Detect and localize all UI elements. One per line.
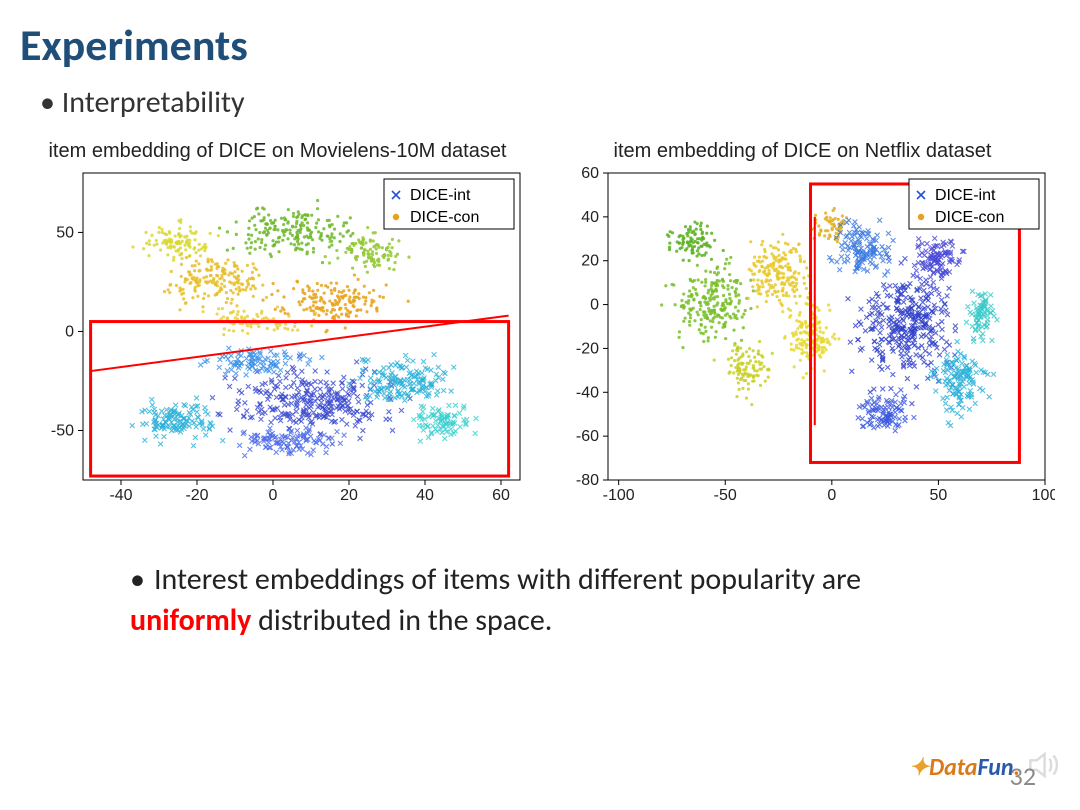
svg-text:-80: -80 bbox=[576, 472, 599, 489]
svg-text:40: 40 bbox=[581, 209, 599, 226]
chart-left-title: item embedding of DICE on Movielens-10M … bbox=[20, 140, 535, 163]
svg-text:0: 0 bbox=[827, 487, 836, 504]
logo-part-a: Data bbox=[929, 753, 978, 782]
svg-text:DICE-int: DICE-int bbox=[935, 187, 996, 204]
svg-text:20: 20 bbox=[340, 487, 358, 504]
svg-text:20: 20 bbox=[581, 253, 599, 270]
svg-text:-50: -50 bbox=[714, 487, 737, 504]
svg-text:0: 0 bbox=[269, 487, 278, 504]
svg-text:DICE-con: DICE-con bbox=[935, 209, 1004, 226]
svg-text:-50: -50 bbox=[51, 422, 74, 439]
svg-text:60: 60 bbox=[492, 487, 510, 504]
logo-part-b: Fun bbox=[977, 753, 1013, 782]
chart-right-wrap: item embedding of DICE on Netflix datase… bbox=[545, 140, 1060, 520]
bullet-interpretability: Interpretability bbox=[40, 84, 245, 121]
datafun-logo: ✦DataFun. bbox=[909, 753, 1020, 782]
svg-text:-60: -60 bbox=[576, 428, 599, 445]
page-number: 32 bbox=[1010, 760, 1036, 792]
svg-text:0: 0 bbox=[65, 323, 74, 340]
svg-text:-20: -20 bbox=[576, 340, 599, 357]
svg-text:40: 40 bbox=[416, 487, 434, 504]
svg-text:100: 100 bbox=[1032, 487, 1055, 504]
slide-title: Experiments bbox=[20, 18, 248, 72]
conclusion-suffix: distributed in the space. bbox=[251, 602, 552, 639]
svg-text:60: 60 bbox=[581, 167, 599, 182]
svg-text:50: 50 bbox=[930, 487, 948, 504]
scatter-plot-left: -40 -20 0 20 40 60 -50 0 50 DICE-int DICE-con bbox=[25, 167, 530, 512]
conclusion-text: •Interest embeddings of items with diffe… bbox=[130, 560, 970, 641]
svg-text:DICE-con: DICE-con bbox=[410, 209, 479, 226]
svg-text:-40: -40 bbox=[576, 384, 599, 401]
charts-row: item embedding of DICE on Movielens-10M … bbox=[20, 140, 1060, 520]
chart-right-title: item embedding of DICE on Netflix datase… bbox=[545, 140, 1060, 163]
svg-text:0: 0 bbox=[590, 297, 599, 314]
svg-text:DICE-int: DICE-int bbox=[410, 187, 471, 204]
svg-text:-40: -40 bbox=[109, 487, 132, 504]
svg-text:-100: -100 bbox=[603, 487, 635, 504]
chart-left-wrap: item embedding of DICE on Movielens-10M … bbox=[20, 140, 535, 520]
conclusion-highlight: uniformly bbox=[130, 602, 251, 639]
scatter-plot-right: -100 -50 0 50 100 -80 -60 -40 -20 0 20 40 60 DICE-int… bbox=[550, 167, 1055, 512]
svg-text:-20: -20 bbox=[185, 487, 208, 504]
svg-text:50: 50 bbox=[56, 224, 74, 241]
conclusion-prefix: Interest embeddings of items with differ… bbox=[154, 561, 861, 598]
